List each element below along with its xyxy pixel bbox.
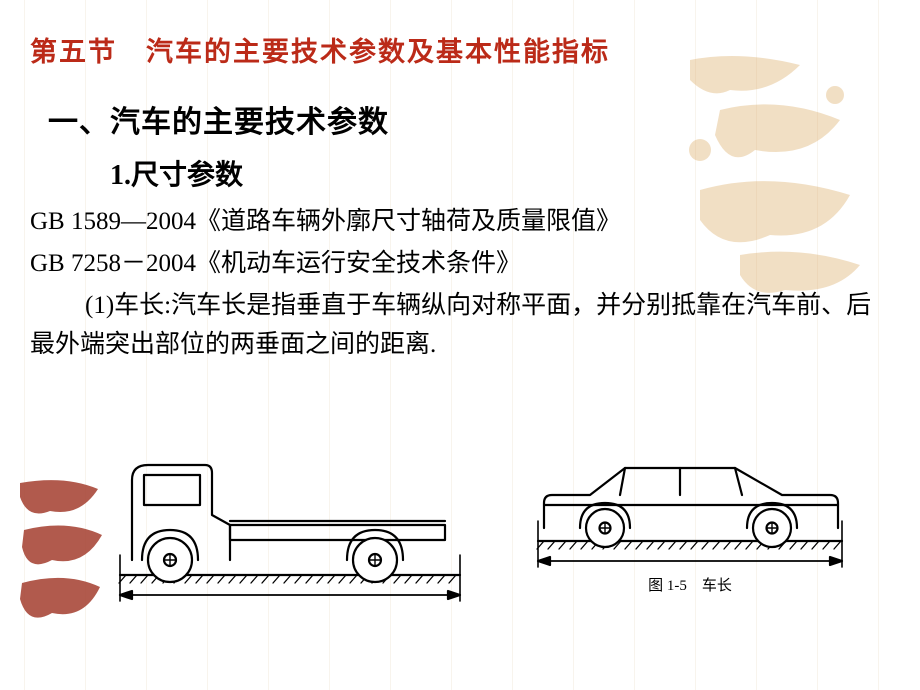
figure-truck	[110, 425, 470, 605]
heading-sub: 1.尺寸参数	[110, 153, 890, 193]
body-paragraph: (1)车长:汽车长是指垂直于车辆纵向对称平面，并分别抵靠在汽车前、后最外端突出部…	[30, 287, 890, 365]
figure-car	[530, 423, 850, 573]
standard-line-2: GB 7258－2004《机动车运行安全技术条件》	[30, 243, 890, 279]
standard-line-1: GB 1589—2004《道路车辆外廓尺寸轴荷及质量限值》	[30, 201, 890, 237]
figure-caption: 图 1-5 车长	[530, 574, 850, 595]
figure-row: 图 1-5 车长	[30, 405, 890, 625]
section-title: 第五节 汽车的主要技术参数及基本性能指标	[30, 30, 890, 69]
paragraph-text: (1)车长:汽车长是指垂直于车辆纵向对称平面，并分别抵靠在汽车前、后最外端突出部…	[30, 292, 871, 358]
heading-main: 一、汽车的主要技术参数	[48, 97, 890, 141]
